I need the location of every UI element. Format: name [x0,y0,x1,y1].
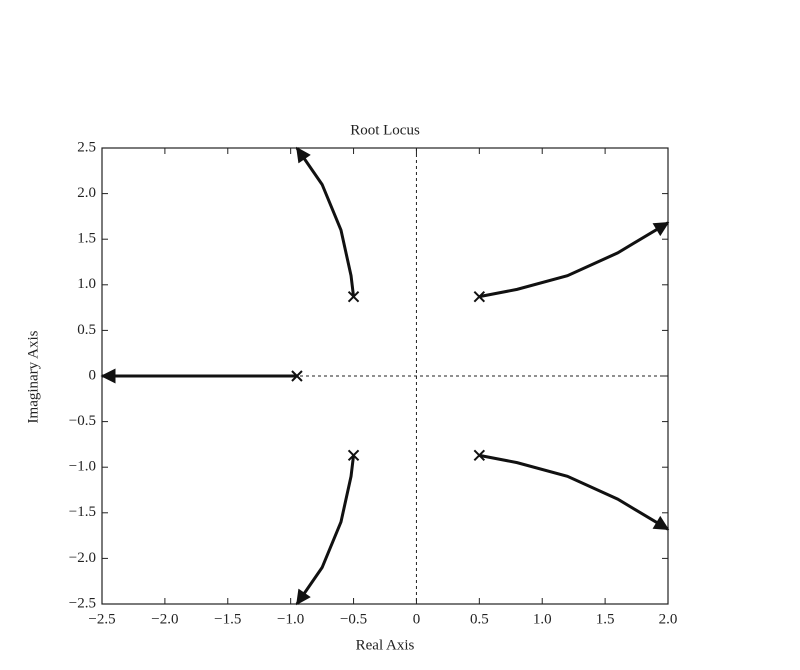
x-tick-label: 2.0 [659,611,678,627]
y-tick-label: 1.5 [77,231,96,247]
locus-branch [295,455,356,606]
y-tick-label: 0 [89,367,97,383]
y-tick-label: 2.5 [77,139,96,155]
y-tick-label: 1.0 [77,276,96,292]
locus-branch [479,221,670,299]
pole-marker [473,449,486,462]
y-tick-label: −1.0 [69,459,96,475]
y-tick-label: −2.0 [69,550,96,566]
x-tick-label: 0.5 [470,611,489,627]
y-tick-label: −0.5 [69,413,96,429]
x-tick-label: −2.5 [88,611,115,627]
pole-marker [347,449,360,462]
y-tick-label: −2.5 [69,595,96,611]
y-tick-label: 0.5 [77,322,96,338]
pole-marker [347,290,360,303]
x-tick-label: −2.0 [151,611,178,627]
x-tick-label: −1.5 [214,611,241,627]
y-tick-label: −1.5 [69,504,96,520]
x-tick-label: −0.5 [340,611,367,627]
pole-marker [473,290,486,303]
x-tick-label: 1.0 [533,611,552,627]
x-tick-label: 0 [413,611,421,627]
locus-branch [295,146,356,297]
locus-branch [479,453,670,531]
x-tick-label: −1.0 [277,611,304,627]
chart-title: Root Locus [350,122,420,138]
y-axis-label: Imaginary Axis [25,330,41,423]
x-tick-label: 1.5 [596,611,615,627]
y-tick-label: 2.0 [77,185,96,201]
pole-marker [291,370,303,382]
x-axis-label: Real Axis [356,637,415,653]
